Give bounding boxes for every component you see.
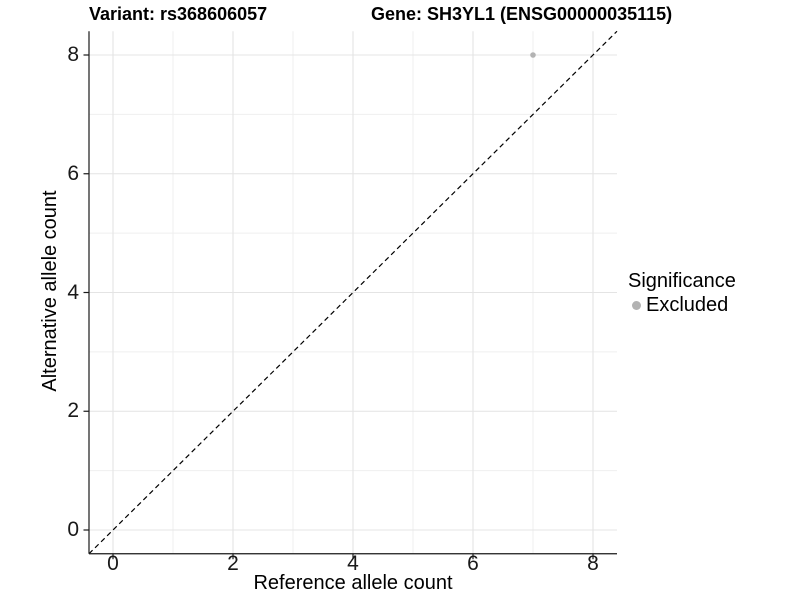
x-tick-label: 2 [227, 552, 239, 575]
plot-title-gene: Gene: SH3YL1 (ENSG00000035115) [371, 4, 673, 24]
x-tick-label: 8 [587, 552, 599, 575]
data-point [530, 52, 536, 58]
legend-title: Significance [628, 270, 736, 292]
x-axis-title: Reference allele count [253, 572, 453, 594]
plot-title-variant: Variant: rs368606057 [89, 4, 268, 24]
x-tick-label: 0 [107, 552, 119, 575]
identity-dashed-line [88, 30, 618, 555]
legend-item-excluded: Excluded [628, 294, 736, 317]
y-tick-label: 8 [67, 43, 79, 66]
legend-point-icon [632, 301, 641, 310]
legend-key [628, 297, 645, 314]
y-tick-label: 4 [67, 280, 79, 304]
y-tick-label: 0 [67, 518, 79, 541]
y-tick-label: 6 [67, 161, 79, 185]
x-tick-label: 4 [347, 552, 359, 575]
y-tick-label: 2 [67, 399, 79, 423]
legend-item-label: Excluded [646, 294, 729, 316]
x-tick-label: 6 [467, 552, 479, 575]
legend: Significance Excluded [628, 270, 736, 317]
